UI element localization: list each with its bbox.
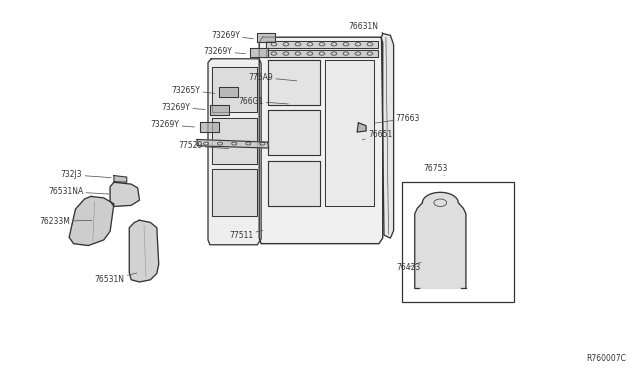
- Polygon shape: [415, 192, 466, 288]
- Text: R760007C: R760007C: [586, 354, 626, 363]
- Polygon shape: [381, 33, 394, 238]
- Text: 76531N: 76531N: [95, 273, 137, 284]
- Polygon shape: [268, 161, 320, 206]
- Polygon shape: [266, 41, 378, 48]
- Polygon shape: [212, 169, 257, 216]
- Polygon shape: [212, 67, 257, 112]
- Polygon shape: [197, 140, 269, 148]
- Text: 77529: 77529: [178, 141, 229, 150]
- Text: 76631N: 76631N: [349, 22, 383, 33]
- Polygon shape: [110, 182, 140, 206]
- Polygon shape: [325, 60, 374, 206]
- Text: 73265Y: 73265Y: [172, 86, 215, 94]
- Text: 732J3: 732J3: [61, 170, 111, 179]
- Polygon shape: [208, 59, 261, 245]
- Polygon shape: [212, 118, 257, 164]
- Polygon shape: [114, 176, 127, 182]
- Text: 766G1: 766G1: [238, 97, 289, 106]
- Polygon shape: [219, 87, 238, 97]
- Polygon shape: [268, 60, 320, 105]
- Text: 73269Y: 73269Y: [204, 47, 246, 56]
- Text: 76651: 76651: [362, 130, 392, 140]
- Text: 77663: 77663: [375, 114, 420, 123]
- Polygon shape: [250, 48, 268, 57]
- Polygon shape: [200, 122, 219, 132]
- Polygon shape: [357, 123, 366, 132]
- Polygon shape: [259, 37, 383, 244]
- Polygon shape: [129, 220, 159, 282]
- Polygon shape: [257, 33, 275, 42]
- Text: 76531NA: 76531NA: [48, 187, 109, 196]
- Text: 77511: 77511: [229, 231, 263, 240]
- Bar: [402, 182, 514, 302]
- Text: 76753: 76753: [424, 164, 448, 176]
- Text: 73269Y: 73269Y: [161, 103, 205, 112]
- Text: 775A9: 775A9: [248, 73, 297, 82]
- Text: 76423: 76423: [397, 262, 421, 272]
- Polygon shape: [268, 110, 320, 155]
- Polygon shape: [210, 105, 229, 115]
- Text: 76233M: 76233M: [40, 217, 92, 226]
- Text: 73269Y: 73269Y: [150, 120, 195, 129]
- Polygon shape: [266, 50, 378, 57]
- Polygon shape: [69, 196, 114, 246]
- Text: 73269Y: 73269Y: [211, 31, 253, 40]
